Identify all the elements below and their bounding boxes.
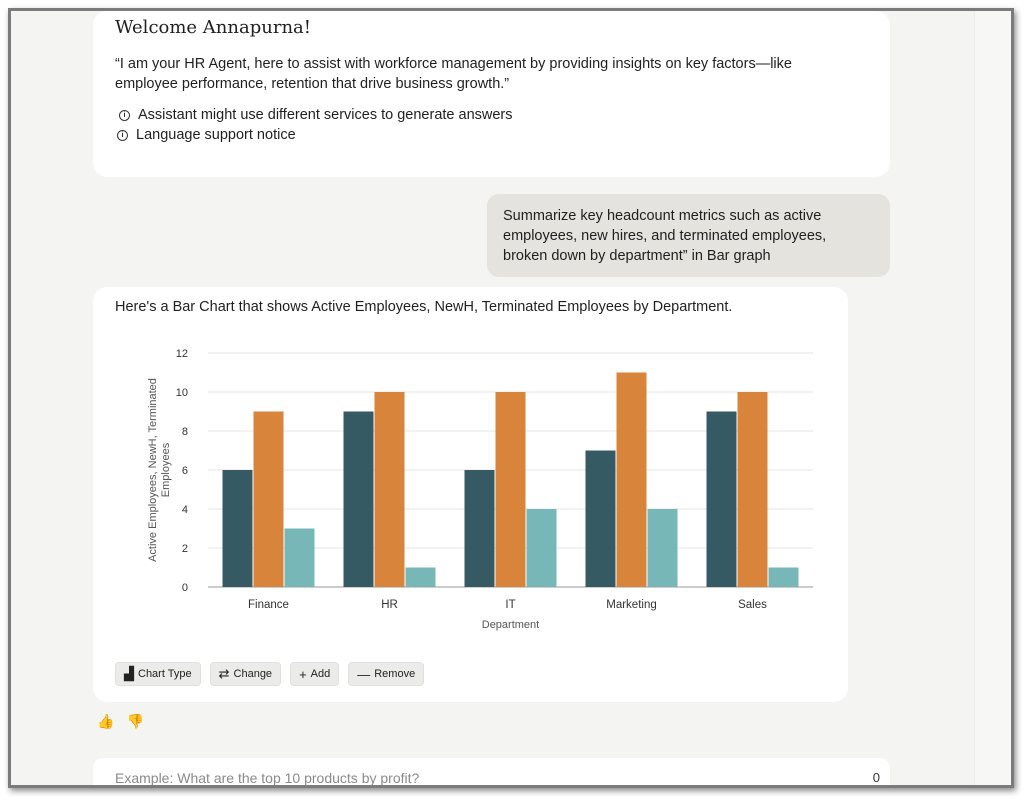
remove-icon: — [357,666,371,682]
user-message-line-1: Summarize key headcount metrics such as … [503,208,822,224]
add-button[interactable]: + Add [290,662,340,686]
notice-language[interactable]: i Language support notice [117,127,296,143]
x-axis-title: Department [482,619,539,631]
bar [253,411,284,587]
thumbs-down-icon[interactable]: 👎 [126,713,144,729]
y-tick-label: 10 [176,387,188,399]
feedback-bar: 👍 👎 [97,713,144,730]
x-tick-label: Finance [248,599,289,611]
y-tick-label: 6 [182,465,188,477]
bar [284,528,315,587]
info-icon: i [117,129,128,141]
y-tick-label: 0 [182,582,188,594]
bar [495,392,526,587]
remove-button[interactable]: — Remove [348,662,425,686]
bar [647,509,678,587]
y-tick-label: 12 [176,348,188,360]
chart-type-button[interactable]: ▟ Chart Type [115,662,201,686]
remove-label: Remove [374,668,416,680]
bar-chart: 0 2 4 6 8 10 12 Finance HR IT Marketing Sales Depart… [147,348,813,631]
change-label: Change [233,668,273,680]
app-window: Welcome Annapurna! “I am your HR Agent, … [8,8,1014,788]
user-message-text: Summarize key headcount metrics such as … [503,206,863,266]
bar [405,567,436,587]
user-message-line-2: employees, new hires, and terminated emp… [503,228,827,244]
change-icon: ⇄ [218,666,230,681]
character-count: 0 [872,770,880,785]
response-lead: Here's a Bar Chart that shows Active Emp… [115,299,733,315]
welcome-card: Welcome Annapurna! “I am your HR Agent, … [93,11,890,177]
bar [526,509,557,587]
y-tick-label: 8 [182,426,188,438]
bar [616,372,647,587]
bar [343,411,374,587]
user-message-bubble: Summarize key headcount metrics such as … [487,194,890,277]
prompt-placeholder: Example: What are the top 10 products by… [115,770,420,786]
info-icon: i [119,109,130,121]
add-label: Add [310,668,331,680]
quote-line-2: employee performance, retention that dri… [115,76,510,92]
notice-services[interactable]: i Assistant might use different services… [119,107,513,123]
y-axis-title-line-1: Active Employees, NewH, Terminated [147,378,159,562]
x-tick-label: HR [381,599,398,611]
y-axis-title-line-2: Employees [160,442,172,497]
bar [374,392,405,587]
change-button[interactable]: ⇄ Change [209,662,282,686]
user-message-line-3: broken down by department” in Bar graph [503,248,771,264]
chart-type-icon: ▟ [124,666,134,681]
y-tick-label: 2 [182,543,188,555]
response-card: Here's a Bar Chart that shows Active Emp… [93,287,848,702]
right-panel-edge [974,11,1011,785]
bar [768,567,799,587]
bar [706,411,737,587]
quote-line-1: “I am your HR Agent, here to assist with… [115,56,792,72]
welcome-quote: “I am your HR Agent, here to assist with… [115,54,860,94]
bar [222,470,253,587]
welcome-title: Welcome Annapurna! [115,17,311,38]
bar [585,450,616,587]
bar [464,470,495,587]
add-icon: + [299,666,307,682]
notice-services-label: Assistant might use different services t… [138,107,513,123]
chart-actions: ▟ Chart Type ⇄ Change + Add — Remove [115,662,425,686]
notice-language-label: Language support notice [136,127,296,143]
chart-type-label: Chart Type [138,668,192,680]
x-tick-label: IT [505,599,515,611]
thumbs-up-icon[interactable]: 👍 [97,713,115,729]
prompt-input[interactable]: Example: What are the top 10 products by… [93,758,890,786]
y-tick-label: 4 [182,504,188,516]
x-tick-label: Marketing [606,599,657,611]
x-tick-label: Sales [738,599,767,611]
bar [737,392,768,587]
